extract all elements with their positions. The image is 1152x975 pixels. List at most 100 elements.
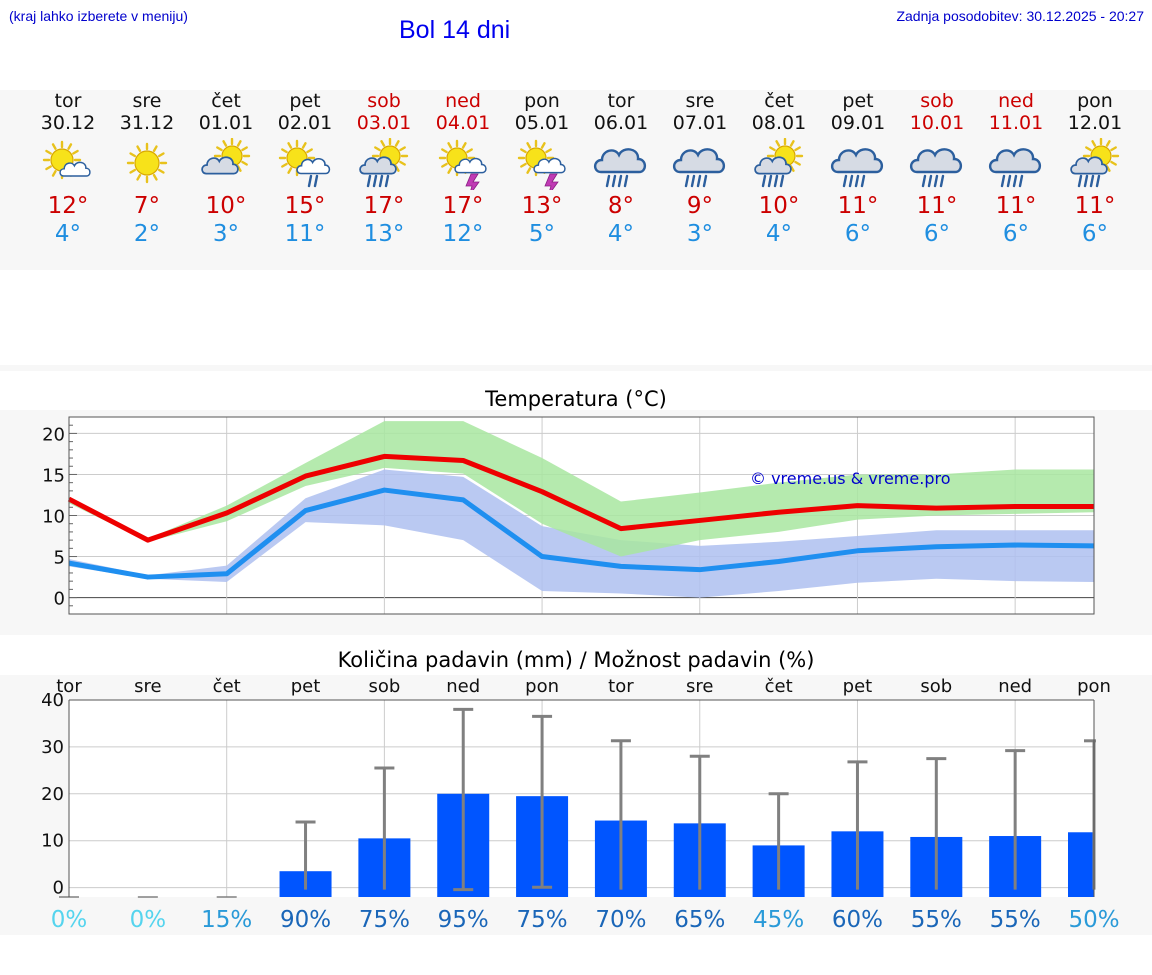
cloud <box>672 148 726 174</box>
day-column: sob 10.01 11° 6° <box>892 90 982 248</box>
sun-thunder-icon <box>438 139 487 190</box>
last-update: Zadnja posodobitev: 30.12.2025 - 20:27 <box>896 8 1144 24</box>
rain-drop <box>779 174 785 188</box>
sun-ray <box>1110 160 1117 166</box>
sun-ray <box>67 143 73 150</box>
sun-heavy-rain-icon <box>359 138 409 188</box>
min-temperature: 5° <box>528 221 556 247</box>
rain-drop <box>1012 174 1018 188</box>
rain-cloud-icon <box>988 148 1042 188</box>
sun-ray <box>241 146 248 152</box>
day-name: ned <box>998 90 1034 112</box>
precipitation-probability: 15% <box>201 907 252 933</box>
rain-drops <box>366 174 390 188</box>
sun-heavy-rain-icon <box>754 138 804 188</box>
sun-ray <box>1110 146 1117 152</box>
precipitation-probability: 75% <box>359 907 410 933</box>
max-temperature: 10° <box>205 193 247 219</box>
page-title: Bol 14 dni <box>399 16 511 44</box>
sun-ray <box>466 148 473 154</box>
cloud-sun-icon <box>201 138 251 175</box>
max-temperature: 17° <box>442 193 484 219</box>
max-temperature: 11° <box>995 193 1037 219</box>
rain-drop <box>307 174 313 188</box>
cloud-shape <box>593 148 647 174</box>
cloud-shape <box>830 148 884 174</box>
rain-drop <box>761 174 767 188</box>
rain-drop <box>1018 174 1024 188</box>
plot-border <box>68 416 1095 615</box>
day-name: ned <box>445 90 481 112</box>
rain-drop <box>767 174 773 188</box>
rain-drop <box>611 174 617 188</box>
day-label: sre <box>686 676 713 697</box>
y-tick-label: 40 <box>41 690 64 711</box>
rain-drops <box>1077 174 1101 188</box>
y-tick-label: 15 <box>42 465 65 486</box>
sun-ray <box>236 140 242 147</box>
precipitation-probability: 55% <box>990 907 1041 933</box>
lightning-bolt <box>465 173 480 190</box>
y-tick-label: 0 <box>53 878 64 899</box>
forecast-strip <box>0 90 1152 270</box>
cloud-shape <box>909 148 963 174</box>
cloud <box>988 148 1042 174</box>
precipitation-probability: 55% <box>911 907 962 933</box>
day-column: sre 07.01 9° 3° <box>655 90 745 248</box>
rain-drop <box>384 174 390 188</box>
temperature-chart: 0 5 10 15 20 © vreme.us & vreme.pro <box>42 416 1095 615</box>
day-column: čet 08.01 10° 4° <box>734 90 824 248</box>
day-column: pet 02.01 15° 11° <box>260 90 350 248</box>
rain-cloud-icon <box>593 148 647 188</box>
sun-ray <box>540 142 546 149</box>
precipitation-probability: 0% <box>130 907 167 933</box>
y-tick-label: 5 <box>54 548 65 569</box>
sun-ray <box>441 148 448 154</box>
rain-cloud-icon <box>830 148 884 188</box>
day-label: sre <box>134 676 161 697</box>
sun-ray <box>152 173 158 181</box>
day-date: 31.12 <box>119 112 175 134</box>
day-column: ned 04.01 17° 12° <box>418 90 508 248</box>
sun-ray <box>72 149 79 155</box>
max-temperature: 13° <box>521 193 563 219</box>
rain-drop <box>690 174 696 188</box>
sun-heavy-rain-icon <box>1070 138 1120 188</box>
sun-ray <box>769 146 776 152</box>
sun-ray <box>157 168 165 174</box>
day-date: 12.01 <box>1067 112 1123 134</box>
sun-thunder-icon <box>517 139 566 190</box>
day-label: pet <box>843 676 873 697</box>
max-temperature: 12° <box>47 193 89 219</box>
sun-heavy-rain-icon <box>359 138 409 188</box>
day-label: pon <box>525 676 559 697</box>
cloud <box>593 148 647 174</box>
sun-heavy-rain-icon <box>1070 138 1120 188</box>
sun-icon <box>126 142 168 184</box>
max-temperature: 11° <box>837 193 879 219</box>
day-label: sob <box>368 676 400 697</box>
rain-drops <box>307 174 319 188</box>
y-tick-label: 10 <box>42 507 65 528</box>
sun-ray <box>1085 146 1092 152</box>
day-name: sre <box>132 90 162 112</box>
day-column: ned 11.01 11° 6° <box>971 90 1061 248</box>
day-label: pon <box>1077 676 1111 697</box>
day-name: tor <box>54 90 82 112</box>
sun-ray <box>241 160 248 166</box>
rain-drop <box>623 174 629 188</box>
day-name: sob <box>920 90 954 112</box>
sun-ray <box>447 142 453 149</box>
max-temperature-line <box>67 453 1094 543</box>
rain-drop <box>313 174 319 188</box>
precipitation-bar <box>1068 832 1094 897</box>
sun-rays <box>126 142 168 184</box>
sun-ray <box>526 167 532 174</box>
rain-drop <box>854 174 860 188</box>
min-temperature: 11° <box>284 221 326 247</box>
rain-cloud-icon <box>909 148 963 188</box>
sun-thunder-icon <box>517 139 566 190</box>
min-temperature: 4° <box>765 221 793 247</box>
day-name: čet <box>211 90 241 112</box>
rain-drops <box>684 174 708 188</box>
